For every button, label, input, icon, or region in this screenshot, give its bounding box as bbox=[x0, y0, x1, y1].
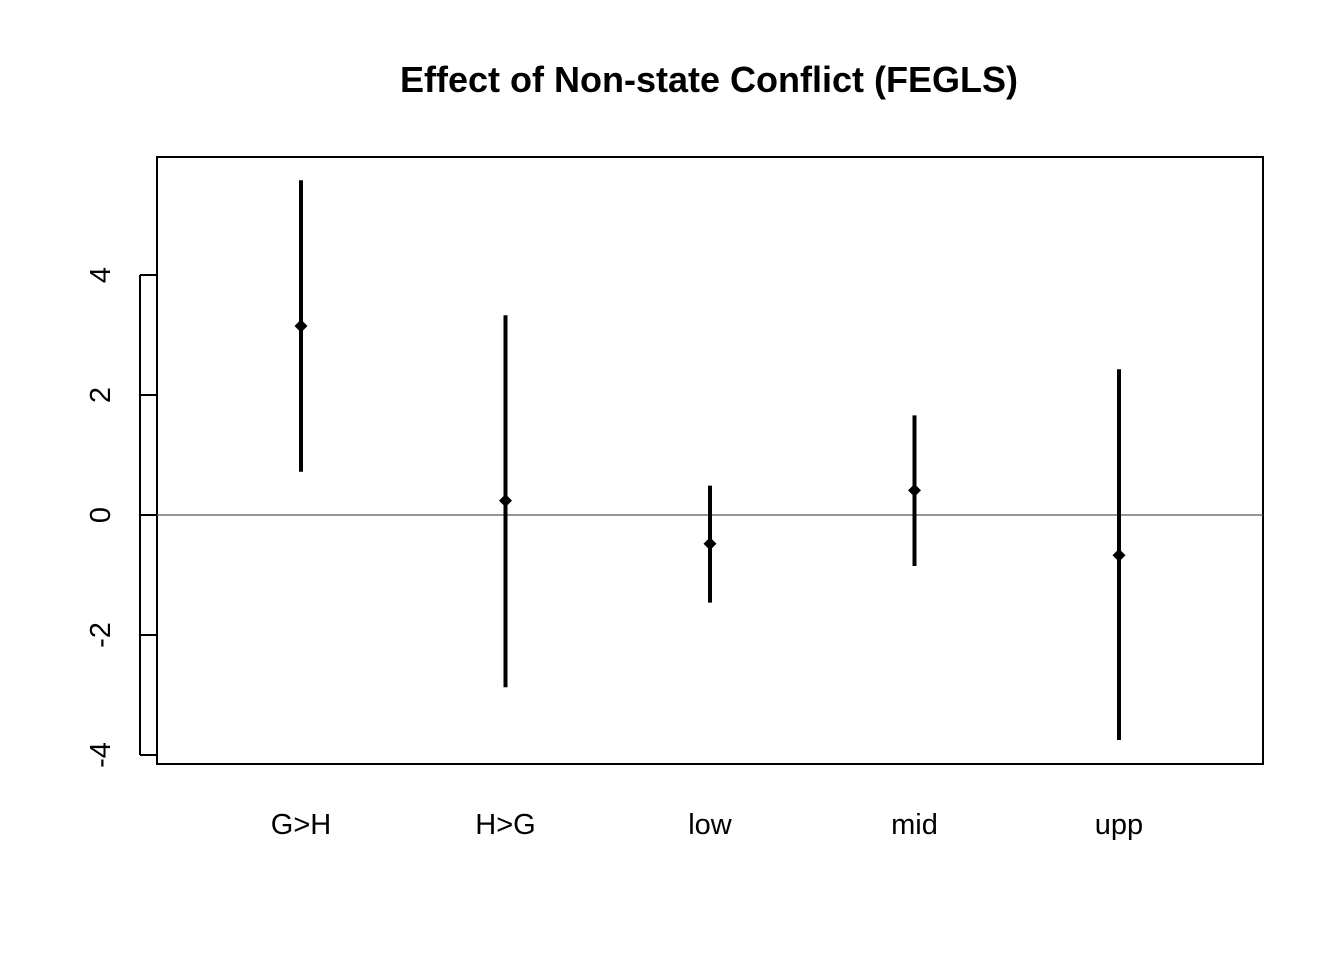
y-tick-label: 0 bbox=[85, 507, 117, 523]
y-tick-label: 4 bbox=[85, 267, 117, 283]
y-tick-label: -2 bbox=[85, 622, 117, 648]
y-tick-label: -4 bbox=[85, 742, 117, 768]
y-tick-label: 2 bbox=[85, 387, 117, 403]
estimate-marks bbox=[294, 180, 1126, 740]
y-axis: -4 -2 0 2 4 bbox=[85, 267, 157, 768]
point-estimate-marker bbox=[499, 494, 512, 508]
point-estimate-marker bbox=[908, 483, 921, 497]
x-axis: G>H H>G low mid upp bbox=[271, 809, 1143, 841]
point-estimate-marker bbox=[294, 319, 308, 333]
plot-frame bbox=[156, 156, 1264, 765]
point-estimate-marker bbox=[1112, 548, 1126, 562]
x-tick-label: G>H bbox=[271, 809, 331, 841]
x-tick-label: mid bbox=[891, 809, 938, 841]
x-tick-label: low bbox=[688, 809, 733, 841]
chart-title: Effect of Non-state Conflict (FEGLS) bbox=[400, 59, 1018, 100]
point-estimate-marker bbox=[703, 537, 717, 551]
x-tick-label: upp bbox=[1095, 809, 1143, 841]
x-tick-label: H>G bbox=[475, 809, 535, 841]
